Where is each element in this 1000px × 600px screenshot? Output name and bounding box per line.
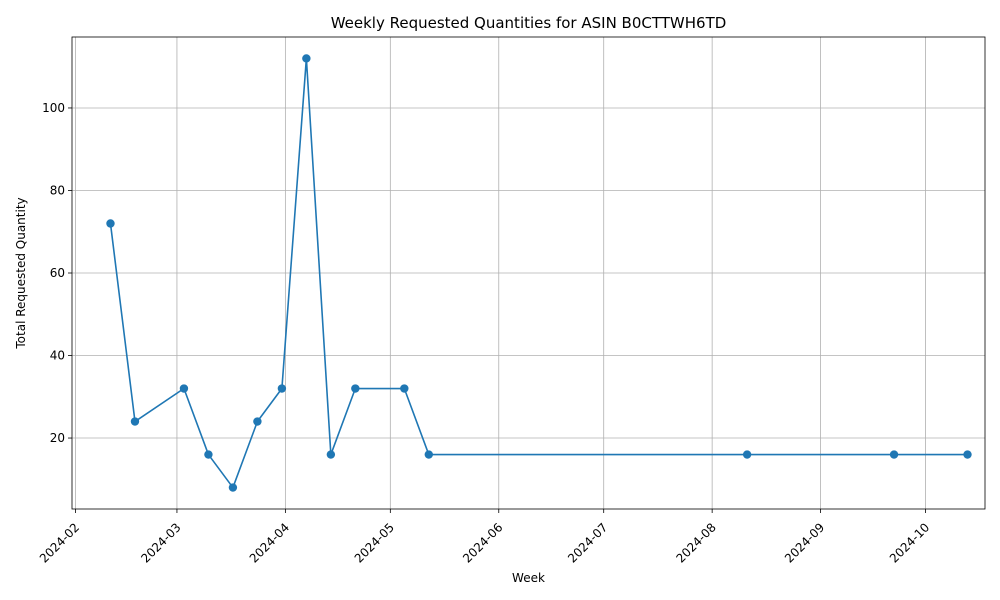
data-point bbox=[277, 384, 287, 393]
data-point bbox=[253, 417, 262, 426]
data-point bbox=[400, 384, 409, 393]
y-tick-label: 60 bbox=[50, 266, 65, 280]
data-point bbox=[351, 384, 360, 393]
y-axis: 20 40 60 80 100 bbox=[42, 101, 72, 445]
data-point bbox=[326, 450, 336, 459]
x-axis-label: Week bbox=[512, 571, 545, 585]
data-point bbox=[106, 219, 115, 228]
data-point bbox=[204, 450, 213, 459]
data-point bbox=[889, 450, 899, 459]
series-layer bbox=[106, 54, 972, 492]
y-tick-label: 40 bbox=[50, 349, 65, 363]
data-point bbox=[179, 384, 189, 393]
grid bbox=[72, 37, 985, 509]
chart-title: Weekly Requested Quantities for ASIN B0C… bbox=[331, 14, 727, 32]
data-point bbox=[228, 483, 238, 492]
y-tick-label: 100 bbox=[42, 101, 65, 115]
data-point bbox=[302, 54, 311, 63]
data-point bbox=[424, 450, 433, 459]
y-tick-label: 80 bbox=[50, 183, 65, 197]
data-point bbox=[963, 450, 972, 459]
y-axis-label: Total Requested Quantity bbox=[14, 197, 28, 349]
y-tick-label: 20 bbox=[50, 431, 65, 445]
data-point bbox=[742, 450, 752, 459]
data-point bbox=[130, 417, 140, 426]
